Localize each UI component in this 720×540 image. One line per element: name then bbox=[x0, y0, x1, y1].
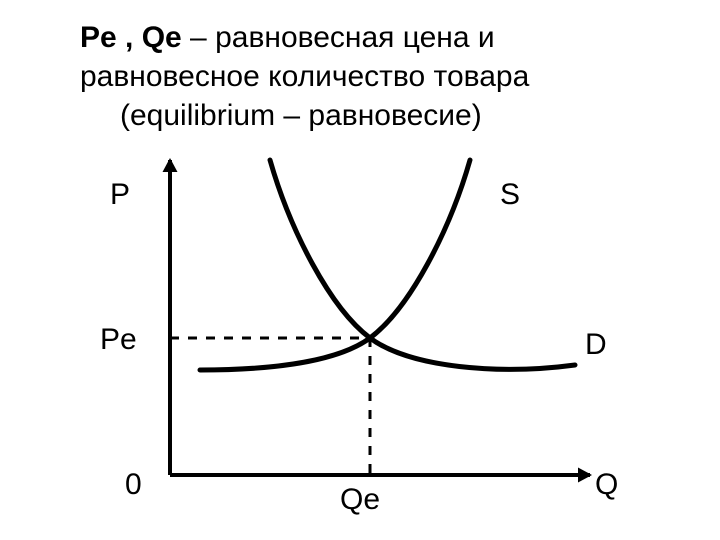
chart-svg bbox=[80, 150, 640, 520]
label-qe: Qe bbox=[340, 485, 380, 515]
title-block: Pe , Qe – равновесная цена и равновесное… bbox=[80, 18, 660, 135]
equilibrium-chart: P S Pe D 0 Qe Q bbox=[80, 150, 640, 525]
title-bold: Pe , Qe bbox=[80, 21, 182, 54]
curve-label-d: D bbox=[585, 330, 607, 360]
page: Pe , Qe – равновесная цена и равновесное… bbox=[0, 0, 720, 540]
title-line2: (equilibrium – равновесие) bbox=[80, 99, 482, 132]
axis-label-q: Q bbox=[595, 470, 618, 500]
curve-label-s: S bbox=[500, 180, 520, 210]
label-pe: Pe bbox=[100, 325, 137, 355]
axis-label-p: P bbox=[110, 180, 130, 210]
label-origin: 0 bbox=[125, 470, 142, 500]
